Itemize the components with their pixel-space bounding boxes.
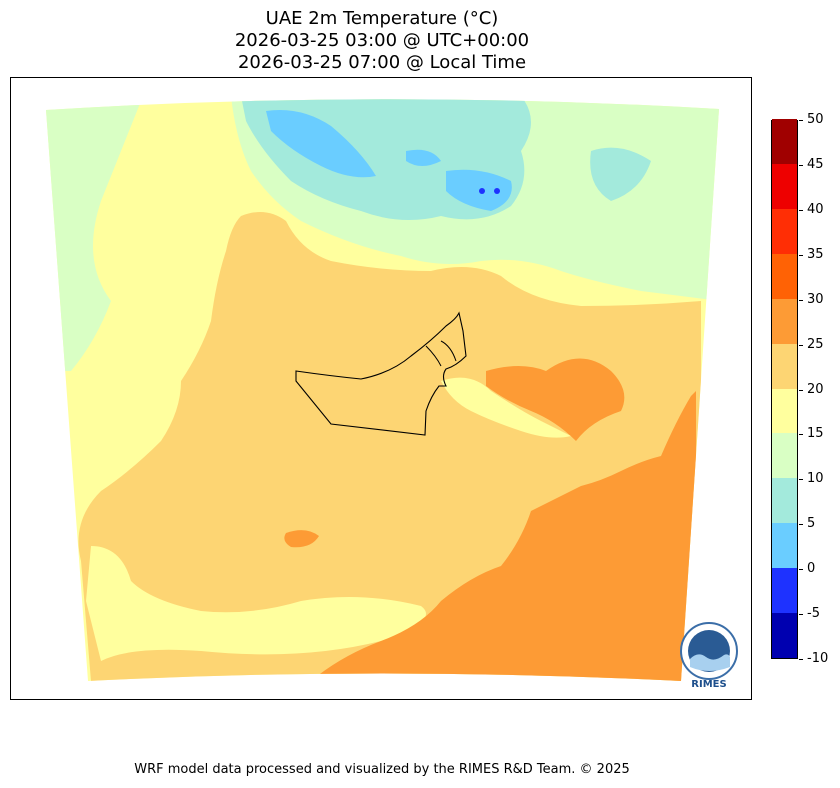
- colorbar-tick-label: -5: [807, 606, 820, 622]
- temperature-map: [46, 99, 719, 682]
- colorbar-tick: [799, 209, 803, 211]
- temp-field-gulf-15-20: [441, 377, 571, 438]
- colorbar-tick: [799, 479, 803, 481]
- colorbar-tick-label: 30: [807, 291, 824, 307]
- colorbar-tick: [799, 434, 803, 436]
- colorbar-tick-label: 10: [807, 471, 824, 487]
- temp-patch-25-30: [284, 530, 319, 548]
- colorbar-segment: [772, 522, 797, 569]
- colorbar-tick-label: 20: [807, 381, 824, 397]
- temp-patch-0-5-b: [406, 149, 441, 166]
- temp-field-east-25-30: [486, 358, 625, 441]
- colorbar-segment: [772, 208, 797, 254]
- colorbar-tick: [799, 120, 803, 121]
- colorbar-segment: [772, 567, 797, 614]
- rimes-logo: RIMES: [680, 622, 738, 690]
- logo-text: RIMES: [691, 679, 726, 690]
- temp-field-west-10-15: [46, 101, 141, 371]
- colorbar-tick: [799, 614, 803, 616]
- colorbar-segment: [772, 163, 797, 209]
- colorbar-tick-label: 45: [807, 156, 824, 172]
- colorbar-tick: [799, 299, 803, 301]
- colorbar-tick-label: 0: [807, 561, 816, 577]
- uae-internal-border: [425, 340, 457, 367]
- colorbar-segment: [772, 612, 797, 658]
- colorbar-tick: [799, 389, 803, 391]
- colorbar-segment: [772, 253, 797, 299]
- colorbar-tick-label: 5: [807, 516, 816, 532]
- colorbar-tick-label: -10: [807, 651, 829, 666]
- colorbar-segment: [772, 477, 797, 524]
- colorbar-segment: [772, 388, 797, 434]
- colorbar-segment: [772, 343, 797, 389]
- title-line-2: 2026-03-25 03:00 @ UTC+00:00: [234, 30, 530, 51]
- uae-border: [295, 311, 467, 436]
- colorbar-tick: [799, 569, 803, 571]
- temp-patch-0-5-c: [446, 169, 512, 211]
- colorbar-tick-label: 25: [807, 336, 824, 352]
- temp-spot-minus5-0-b: [494, 188, 500, 194]
- temp-patch-0-5-a: [266, 110, 376, 178]
- colorbar-tick-label: 35: [807, 246, 824, 262]
- colorbar-tick: [799, 164, 803, 166]
- footer-credit: WRF model data processed and visualized …: [134, 762, 630, 777]
- temp-patch-5-10: [590, 147, 651, 201]
- temp-spot-minus5-0: [479, 188, 485, 194]
- colorbar-segment: [772, 118, 797, 164]
- map-frame: RIMES: [10, 77, 752, 700]
- colorbar-tick: [799, 344, 803, 346]
- colorbar-tick: [799, 254, 803, 256]
- colorbar-tick: [799, 524, 803, 526]
- title-line-1: UAE 2m Temperature (°C): [265, 8, 499, 29]
- temp-field-south-15-20: [86, 546, 426, 661]
- temp-field-southeast-25-30: [311, 391, 696, 681]
- colorbar-tick: [799, 659, 803, 660]
- colorbar-tick-label: 15: [807, 426, 824, 442]
- colorbar-segment: [772, 432, 797, 479]
- colorbar-segment: [772, 298, 797, 344]
- colorbar-tick-label: 50: [807, 112, 824, 127]
- colorbar: [771, 118, 798, 659]
- title-line-3: 2026-03-25 07:00 @ Local Time: [237, 52, 527, 73]
- colorbar-tick-label: 40: [807, 201, 824, 217]
